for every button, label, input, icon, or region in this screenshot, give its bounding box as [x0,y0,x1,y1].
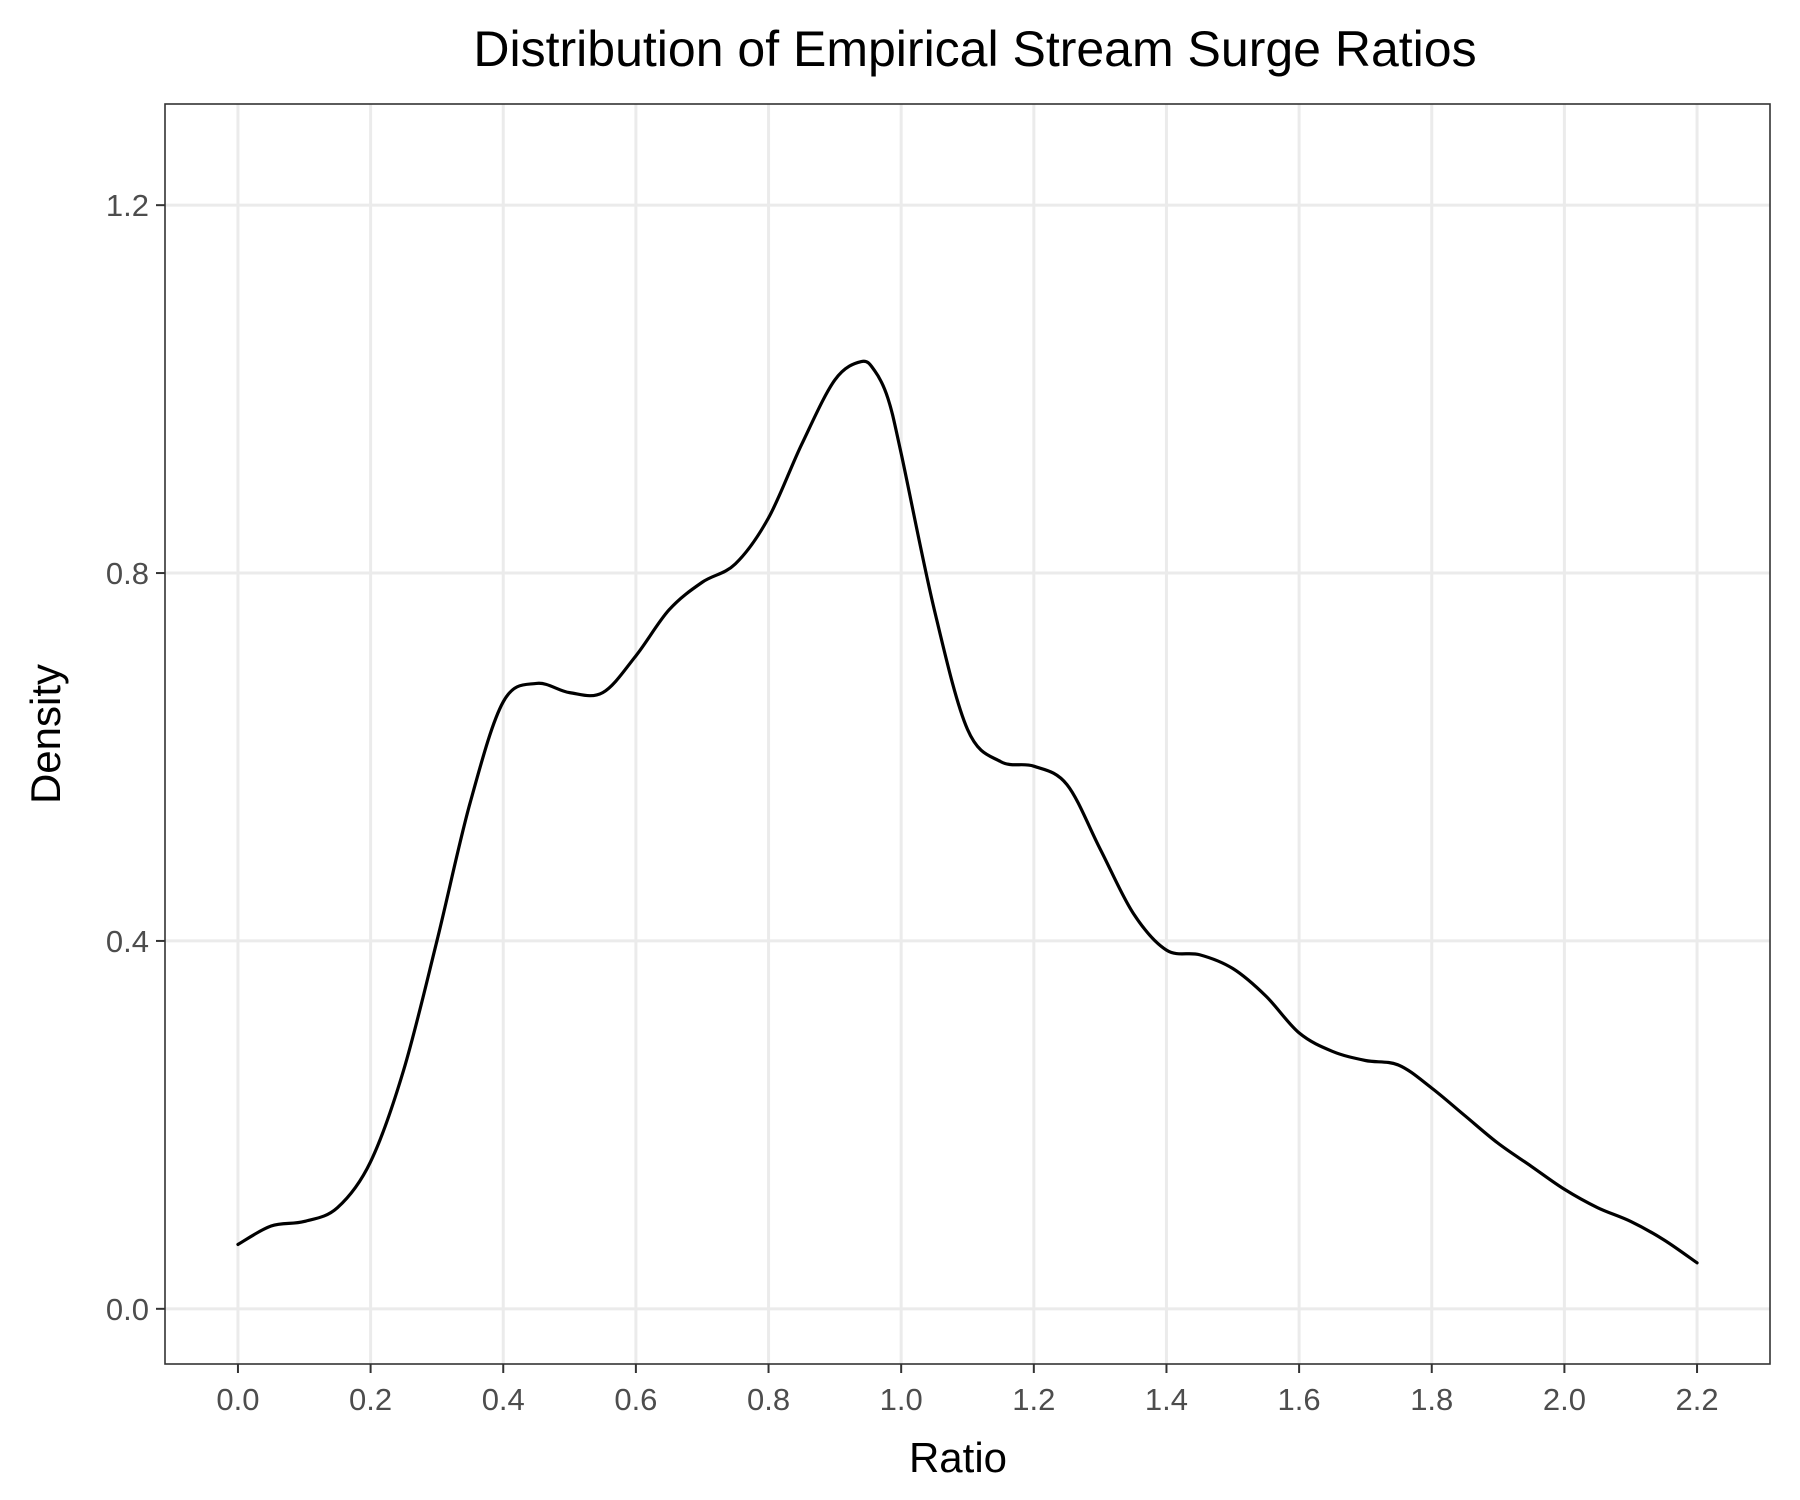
chart-title: Distribution of Empirical Stream Surge R… [473,21,1476,77]
x-tick-label: 1.4 [1145,1382,1188,1417]
x-tick-label: 0.8 [747,1382,790,1417]
x-tick-label: 2.2 [1675,1382,1718,1417]
y-tick-label: 0.8 [106,556,149,591]
y-tick-label: 0.4 [106,924,149,959]
x-tick-label: 0.6 [614,1382,657,1417]
x-tick-label: 0.2 [349,1382,392,1417]
x-tick-label: 0.0 [216,1382,259,1417]
x-axis-title: Ratio [909,1434,1007,1481]
x-tick-label: 1.0 [880,1382,923,1417]
plot-panel [164,103,1771,1365]
axis-ticks: 0.0 0.2 0.4 0.6 0.8 1.0 1.2 1.4 1.6 1.8 2.0 2.2 0.0 0… [106,188,1719,1417]
grid-lines [165,104,1770,1364]
y-axis-title: Density [22,664,69,804]
x-tick-label: 1.6 [1278,1382,1321,1417]
x-tick-label: 1.8 [1410,1382,1453,1417]
y-tick-label: 0.0 [106,1292,149,1327]
y-tick-label: 1.2 [106,188,149,223]
x-tick-label: 1.2 [1012,1382,1055,1417]
series-layer [236,359,1699,1265]
x-tick-label: 0.4 [482,1382,525,1417]
x-tick-label: 2.0 [1543,1382,1586,1417]
density-curve [236,359,1699,1265]
